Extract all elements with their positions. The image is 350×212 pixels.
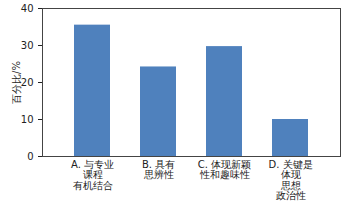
- svg-text:40: 40: [21, 3, 34, 14]
- svg-text:A. 与专业课程有机结合: A. 与专业课程有机结合: [71, 159, 114, 191]
- svg-text:30: 30: [21, 40, 34, 51]
- svg-text:10: 10: [21, 114, 34, 125]
- svg-text:C. 体现新颖性和趣味性: C. 体现新颖性和趣味性: [198, 159, 251, 181]
- svg-text:20: 20: [21, 77, 34, 88]
- svg-text:B. 具有思辨性: B. 具有思辨性: [142, 159, 175, 181]
- svg-text:0: 0: [27, 151, 33, 162]
- svg-text:D. 关键是体现思想政治性: D. 关键是体现思想政治性: [268, 159, 312, 202]
- svg-text:百分比/%: 百分比/%: [11, 61, 22, 104]
